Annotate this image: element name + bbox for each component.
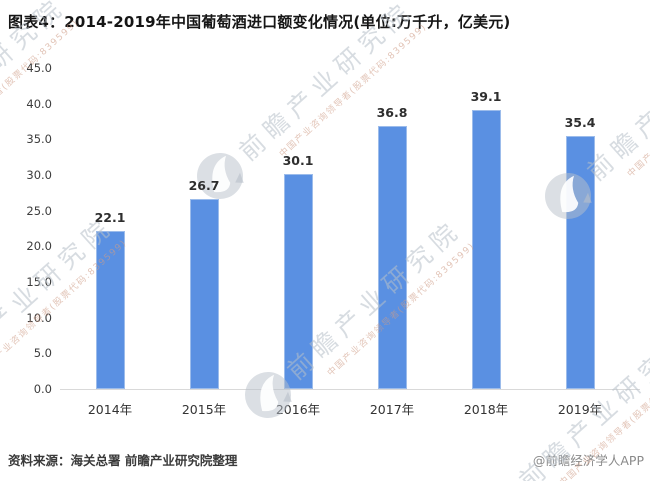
y-tick-label: 35.0 <box>26 132 52 147</box>
bar-2019年 <box>565 136 595 389</box>
y-tick-label: 15.0 <box>26 275 52 289</box>
y-tick-label: 40.0 <box>26 96 52 111</box>
bar-value-label: 30.1 <box>282 153 314 169</box>
bar-2016年 <box>283 174 313 389</box>
y-tick-label: 25.0 <box>26 203 52 218</box>
y-tick-label: 5.0 <box>33 346 52 361</box>
x-tick-label: 2017年 <box>369 402 415 417</box>
bar-value-label: 35.4 <box>564 115 596 131</box>
x-tick-label: 2019年 <box>557 402 603 417</box>
bar-value-label: 26.7 <box>188 177 220 193</box>
attribution-note: @前瞻经济学人APP <box>532 453 644 468</box>
chart-title: 图表4：2014-2019年中国葡萄酒进口额变化情况(单位:万千升，亿美元) <box>8 13 511 31</box>
bar-value-label: 39.1 <box>470 89 502 105</box>
y-tick-label: 0.0 <box>33 382 52 396</box>
x-tick-label: 2018年 <box>463 402 509 417</box>
bar-2018年 <box>471 110 501 389</box>
bar-2014年 <box>95 231 125 389</box>
bar-value-label: 36.8 <box>376 105 408 121</box>
x-axis-line <box>60 389 640 390</box>
x-tick-label: 2014年 <box>87 402 133 417</box>
y-tick-label: 10.0 <box>26 310 52 325</box>
y-tick-label: 30.0 <box>26 168 52 182</box>
bar-2017年 <box>377 126 407 389</box>
x-tick-label: 2015年 <box>181 402 227 417</box>
y-tick-label: 20.0 <box>26 239 52 254</box>
bar-value-label: 22.1 <box>94 210 126 226</box>
x-tick-label: 2016年 <box>275 402 321 417</box>
y-tick-label: 45.0 <box>26 61 52 75</box>
bar-2015年 <box>189 198 219 389</box>
source-note: 资料来源：海关总署 前瞻产业研究院整理 <box>8 453 238 468</box>
